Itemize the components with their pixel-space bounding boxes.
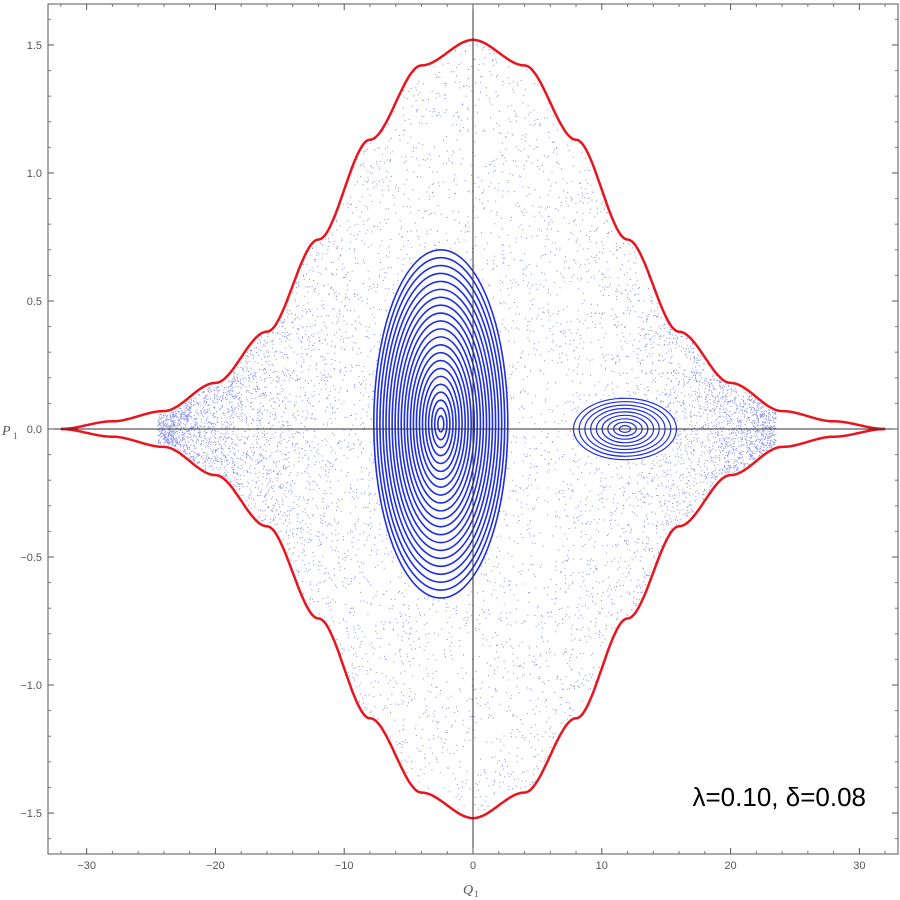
island-orbit-ring bbox=[373, 248, 509, 599]
island-orbit-ring bbox=[400, 320, 482, 528]
x-tick-label: −10 bbox=[335, 860, 354, 872]
axis-ticks: −30 −20 −10 0 10 20 30 −1.5 −1.0 −0.5 0.0 0.5 1.0 1.5 bbox=[20, 4, 898, 872]
y-tick-label: 0.5 bbox=[27, 296, 42, 308]
island-orbit-ring bbox=[391, 296, 491, 552]
x-tick-label: 20 bbox=[724, 860, 736, 872]
island-orbit-ring bbox=[388, 288, 494, 560]
island-orbit-ring bbox=[403, 328, 479, 520]
y-axis-label: P bbox=[1, 424, 11, 439]
island-orbit-ring bbox=[406, 336, 476, 512]
island-orbit-ring bbox=[385, 280, 497, 568]
y-tick-label: −1.0 bbox=[20, 680, 42, 692]
y-tick-label: 0.0 bbox=[27, 424, 42, 436]
island-orbit-ring bbox=[437, 415, 445, 433]
regular-island-orbits bbox=[373, 248, 678, 599]
x-tick-label: 10 bbox=[596, 860, 608, 872]
island-orbit-ring bbox=[424, 383, 457, 465]
y-axis-label-subscript: 1 bbox=[13, 431, 18, 441]
island-orbit-ring bbox=[394, 304, 488, 544]
y-tick-label: −0.5 bbox=[20, 552, 42, 564]
island-orbit-ring bbox=[433, 407, 448, 441]
island-orbit-ring bbox=[409, 343, 473, 504]
island-orbit-ring bbox=[427, 391, 454, 457]
chaotic-sea-scatter bbox=[157, 43, 777, 810]
x-tick-label: −30 bbox=[77, 860, 96, 872]
y-tick-label: −1.5 bbox=[20, 808, 42, 820]
island-orbit-ring bbox=[418, 367, 463, 481]
island-orbit-ring bbox=[379, 264, 503, 583]
island-orbit-ring bbox=[430, 399, 451, 449]
x-axis-label-subscript: 1 bbox=[474, 889, 479, 899]
x-axis-label: Q bbox=[463, 883, 473, 898]
island-orbit-ring bbox=[421, 375, 460, 473]
x-tick-label: 30 bbox=[853, 860, 865, 872]
x-tick-label: −20 bbox=[206, 860, 225, 872]
island-orbit-ring bbox=[415, 359, 467, 488]
coordinate-axes bbox=[48, 4, 898, 854]
chaotic-sea-points bbox=[157, 43, 777, 810]
island-orbit-ring bbox=[412, 351, 470, 496]
y-tick-label: 1.0 bbox=[27, 168, 42, 180]
y-tick-label: 1.5 bbox=[27, 40, 42, 52]
island-orbit-ring bbox=[382, 272, 500, 576]
island-orbit-ring bbox=[376, 256, 506, 591]
x-tick-label: 0 bbox=[470, 860, 476, 872]
island-orbit-ring bbox=[397, 312, 485, 536]
parameter-annotation: λ=0.10, δ=0.08 bbox=[693, 782, 867, 812]
